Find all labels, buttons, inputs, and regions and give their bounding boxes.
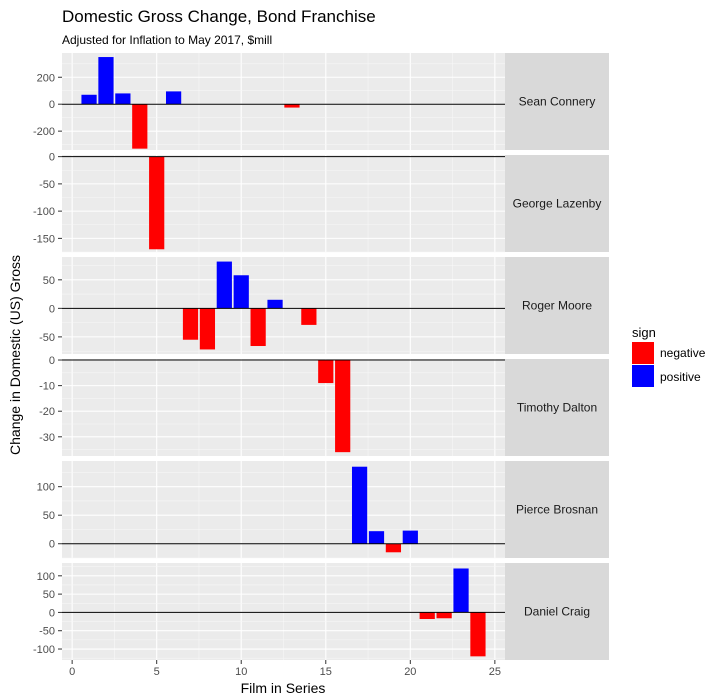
- bar-film-1: [81, 94, 97, 105]
- chart-title: Domestic Gross Change, Bond Franchise: [62, 7, 376, 26]
- bar-film-18: [368, 531, 385, 544]
- y-tick-label: 0: [49, 152, 55, 164]
- bar-film-20: [402, 530, 418, 544]
- legend-key-positive: [632, 365, 654, 387]
- strip-label: Sean Connery: [519, 95, 596, 109]
- bar-film-10: [233, 275, 249, 309]
- bar-film-23: [453, 568, 469, 613]
- y-tick-label: 0: [49, 539, 55, 551]
- facet-george-lazenby: -150 -100 -50 0 George Lazenby: [33, 152, 609, 253]
- facet-pierce-brosnan: 0 50 100 Pierce Brosnan: [37, 461, 609, 559]
- bar-film-19: [385, 543, 402, 553]
- bar-film-17: [351, 466, 368, 544]
- y-tick-label: -150: [33, 233, 55, 245]
- legend-title: sign: [632, 325, 656, 340]
- bar-film-16: [335, 360, 351, 453]
- bar-film-8: [199, 308, 216, 350]
- x-tick-label: 10: [235, 666, 247, 678]
- y-tick-label: 100: [37, 571, 55, 583]
- bar-film-7: [182, 308, 199, 340]
- y-tick-label: -200: [33, 126, 55, 138]
- strip-background: [505, 155, 609, 252]
- y-tick-label: 50: [43, 589, 55, 601]
- facet-daniel-craig: -100 -50 0 50 100 Daniel Craig: [33, 563, 609, 660]
- y-tick-label: 50: [43, 275, 55, 287]
- y-tick-label: 0: [49, 303, 55, 315]
- y-tick-label: -100: [33, 206, 55, 218]
- y-tick-label: -30: [39, 432, 55, 444]
- bar-film-22: [436, 612, 452, 619]
- x-tick-label: 25: [489, 666, 501, 678]
- facet-sean-connery: -200 0 200 Sean Connery: [33, 53, 609, 150]
- strip-background: [505, 257, 609, 354]
- strip-background: [505, 563, 609, 660]
- x-axis: 0 5 10 15 20 25: [69, 660, 501, 678]
- x-tick-label: 0: [69, 666, 75, 678]
- y-tick-label: 50: [43, 510, 55, 522]
- bar-film-3: [115, 93, 131, 105]
- legend-label-negative: negative: [660, 346, 706, 360]
- bar-film-9: [216, 261, 232, 309]
- bar-film-4: [132, 104, 148, 149]
- y-tick-label: -10: [39, 381, 55, 393]
- x-axis-title: Film in Series: [241, 680, 326, 696]
- y-tick-label: -50: [39, 179, 55, 191]
- y-axis-title: Change in Domestic (US) Gross: [7, 255, 23, 455]
- x-tick-label: 15: [320, 666, 332, 678]
- y-tick-label: 100: [37, 482, 55, 494]
- y-tick-label: 200: [37, 72, 55, 84]
- y-tick-label: 0: [49, 99, 55, 111]
- strip-label: Timothy Dalton: [517, 401, 597, 415]
- x-tick-label: 5: [154, 666, 160, 678]
- y-tick-label: -50: [39, 626, 55, 638]
- y-tick-label: -100: [33, 644, 55, 656]
- bar-film-11: [250, 308, 266, 347]
- y-tick-label: -50: [39, 332, 55, 344]
- strip-label: Daniel Craig: [524, 605, 590, 619]
- bar-film-2: [98, 57, 114, 105]
- legend-key-negative: [632, 342, 654, 364]
- strip-label: Roger Moore: [522, 299, 592, 313]
- bar-film-13: [284, 104, 300, 108]
- strip-background: [505, 359, 609, 456]
- strip-label: Pierce Brosnan: [516, 503, 598, 517]
- y-tick-label: 0: [49, 355, 55, 367]
- legend-label-positive: positive: [660, 370, 701, 384]
- bar-film-12: [267, 299, 283, 309]
- bar-film-6: [165, 91, 182, 105]
- y-tick-label: -20: [39, 406, 55, 418]
- facet-roger-moore: -50 0 50 Roger Moore: [39, 257, 609, 354]
- strip-label: George Lazenby: [513, 197, 602, 211]
- bar-film-24: [470, 612, 486, 657]
- bar-film-14: [301, 308, 317, 325]
- chart-subtitle: Adjusted for Inflation to May 2017, $mil…: [62, 33, 273, 47]
- strip-background: [505, 461, 609, 558]
- facet-timothy-dalton: -30 -20 -10 0 Timothy Dalton: [39, 355, 609, 456]
- y-tick-label: 0: [49, 607, 55, 619]
- legend: sign negative positive: [632, 325, 706, 387]
- bar-film-5: [149, 156, 165, 250]
- x-tick-label: 20: [404, 666, 416, 678]
- bar-film-15: [318, 360, 334, 384]
- bar-film-21: [419, 612, 435, 620]
- strip-background: [505, 53, 609, 150]
